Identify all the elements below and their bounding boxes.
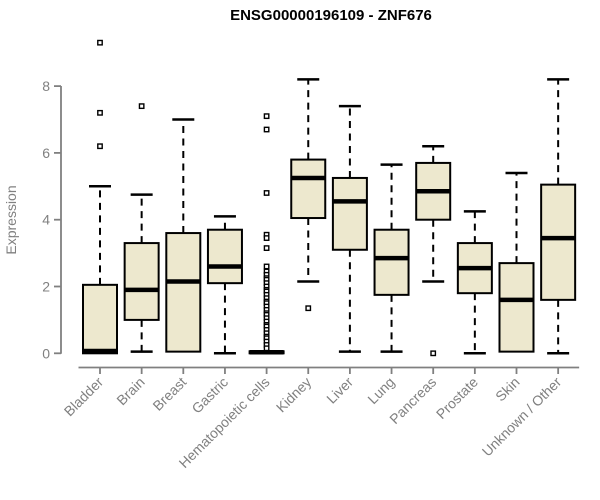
box-brain — [123, 103, 160, 353]
iqr-box — [165, 232, 202, 353]
x-tick-label-lung: Lung — [364, 374, 397, 407]
box-hematopoietic-cells — [248, 113, 285, 355]
y-axis-label: Expression — [3, 185, 19, 254]
x-tick-label-skin: Skin — [492, 374, 523, 405]
y-tick-label: 8 — [42, 78, 50, 94]
box-unknown-other — [540, 78, 577, 355]
iqr-box — [540, 183, 577, 301]
box-gastric — [206, 215, 243, 355]
y-tick-label: 2 — [42, 279, 50, 295]
outlier-point — [305, 305, 312, 312]
iqr-box — [331, 176, 368, 251]
y-tick-label: 0 — [42, 345, 50, 361]
chart-title: ENSG00000196109 - ZNF676 — [230, 7, 432, 24]
iqr-box — [290, 158, 327, 220]
outlier-point — [263, 245, 270, 251]
outlier-point — [263, 263, 270, 270]
outlier-point — [263, 235, 270, 241]
x-tick-label-prostate: Prostate — [433, 374, 481, 422]
box-bladder — [82, 39, 118, 355]
x-tick-label-unknown-other: Unknown / Other — [479, 374, 565, 460]
iqr-box — [206, 228, 243, 285]
box-prostate — [456, 210, 493, 355]
x-tick-label-brain: Brain — [113, 374, 147, 408]
x-tick-label-bladder: Bladder — [61, 374, 107, 420]
outlier-point — [97, 143, 103, 150]
iqr-box — [498, 262, 535, 353]
outlier-point — [138, 103, 145, 110]
outlier-point — [263, 345, 270, 352]
box-skin — [498, 171, 535, 353]
outlier-point — [263, 126, 270, 133]
x-tick-label-liver: Liver — [323, 374, 356, 407]
y-tick-label: 6 — [42, 145, 50, 161]
outlier-point — [430, 350, 437, 357]
y-tick-label: 4 — [42, 212, 50, 228]
iqr-box — [82, 283, 118, 355]
outlier-point — [263, 190, 270, 196]
iqr-box — [373, 228, 410, 296]
outlier-point — [97, 109, 103, 116]
box-pancreas — [415, 144, 452, 357]
outlier-point — [263, 113, 270, 120]
box-lung — [373, 163, 410, 353]
box-kidney — [290, 78, 327, 312]
outlier-point — [97, 39, 103, 46]
iqr-box — [123, 242, 160, 321]
box-breast — [165, 118, 202, 353]
x-tick-label-kidney: Kidney — [273, 374, 315, 416]
x-tick-label-breast: Breast — [149, 374, 189, 414]
box-liver — [331, 104, 368, 353]
